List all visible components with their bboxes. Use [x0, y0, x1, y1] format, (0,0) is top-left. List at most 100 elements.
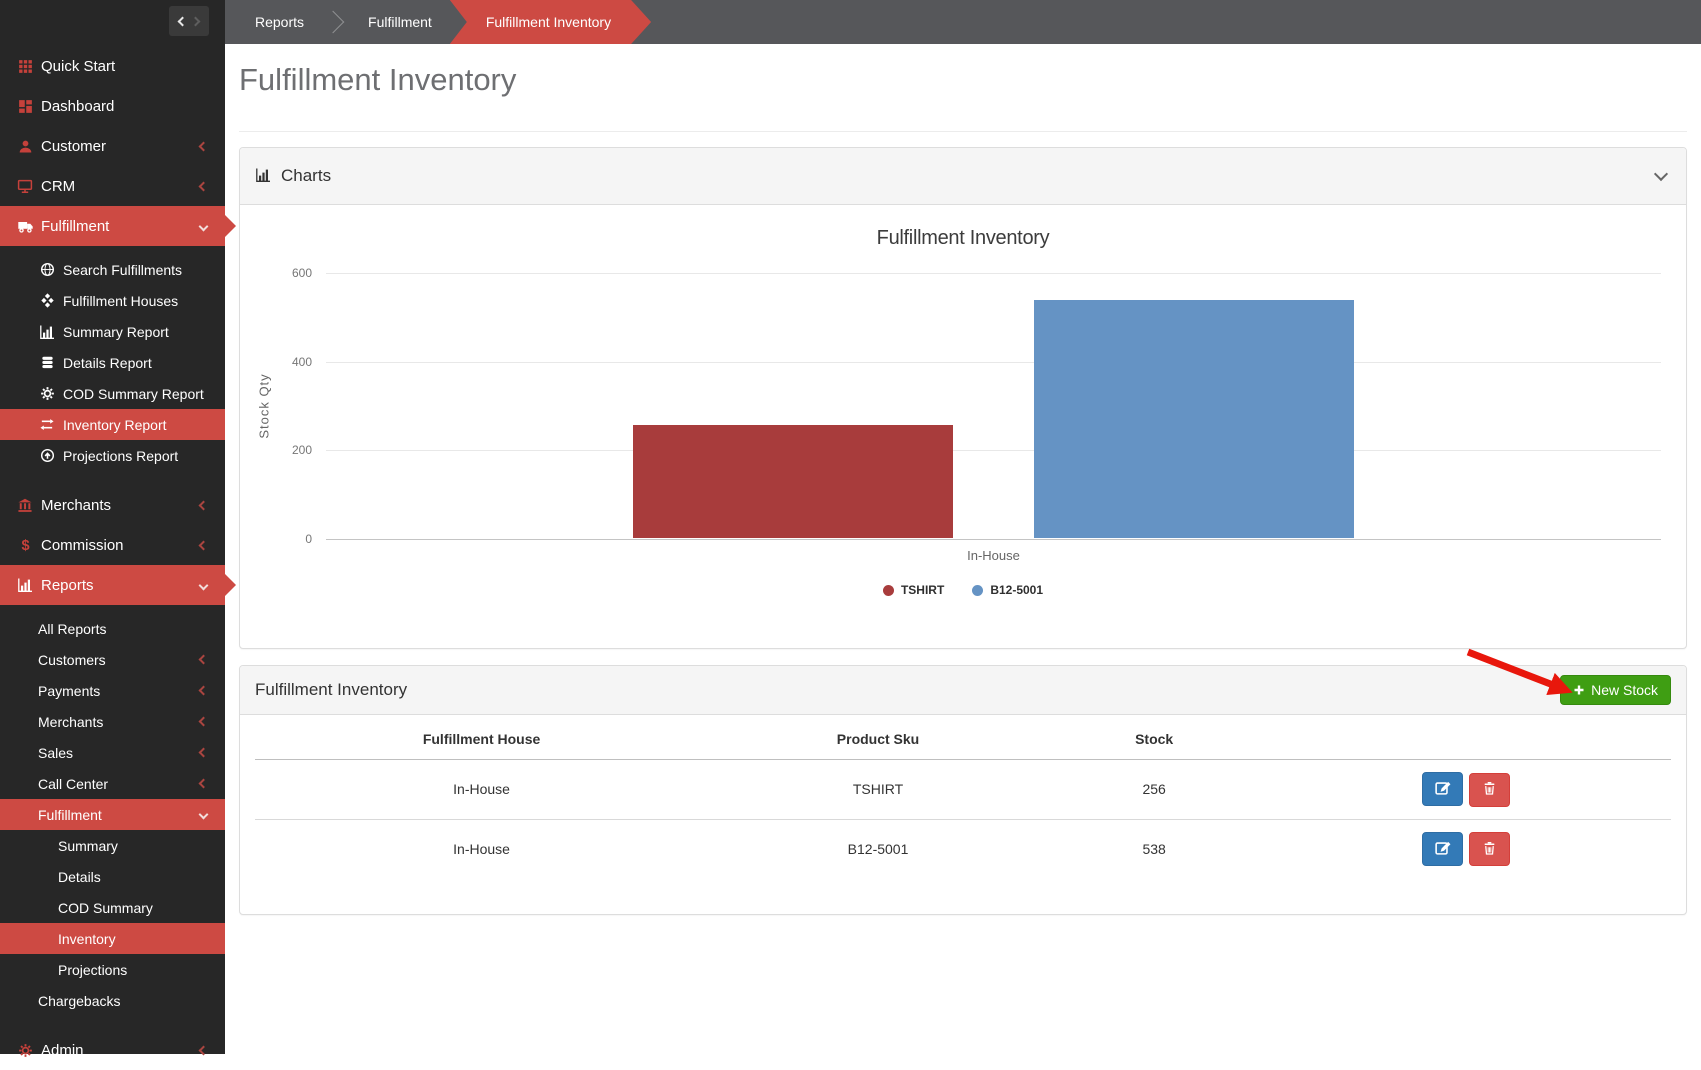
chevron-left-icon [198, 685, 209, 696]
sidebar-item-merchants[interactable]: Merchants [0, 485, 225, 525]
sidebar-item-label: CRM [41, 177, 76, 195]
sidebar-item-projections[interactable]: Projections [0, 954, 225, 985]
bank-icon [16, 497, 34, 513]
table-row: In-House B12-5001 538 [255, 818, 1671, 878]
legend-item-tshirt[interactable]: TSHIRT [882, 583, 945, 597]
chart-legend: TSHIRT B12-5001 [240, 583, 1686, 597]
sidebar-item-search-fulfillments[interactable]: Search Fulfillments [0, 254, 225, 285]
sidebar-item-label: COD Summary Report [63, 385, 204, 402]
sidebar-item-cod-summary-report[interactable]: COD Summary Report [0, 378, 225, 409]
cell-actions [1260, 818, 1671, 878]
sidebar-item-label: Quick Start [41, 57, 116, 75]
sidebar-item-sales[interactable]: Sales [0, 737, 225, 768]
column-header-product-sku: Product Sku [708, 715, 1048, 760]
charts-panel-title: Charts [281, 166, 332, 185]
sidebar-item-cod-summary[interactable]: COD Summary [0, 892, 225, 923]
column-header-actions [1260, 715, 1671, 760]
sidebar-item-inventory-report[interactable]: Inventory Report [0, 409, 225, 440]
sidebar-item-label: Projections [58, 961, 128, 978]
column-header-fulfillment-house: Fulfillment House [255, 715, 709, 760]
edit-button[interactable] [1421, 831, 1463, 866]
sidebar-item-details[interactable]: Details [0, 861, 225, 892]
charts-panel: Charts Fulfillment Inventory Stock Qty I… [239, 147, 1687, 649]
sidebar-item-customers[interactable]: Customers [0, 644, 225, 675]
sidebar-item-payments[interactable]: Payments [0, 675, 225, 706]
delete-button[interactable] [1468, 832, 1510, 866]
plus-icon [1573, 684, 1585, 696]
edit-button[interactable] [1421, 772, 1463, 806]
sidebar-item-details-report[interactable]: Details Report [0, 347, 225, 378]
dollar-icon: $ [16, 537, 34, 553]
chart-gridline [326, 273, 1661, 274]
inventory-panel: Fulfillment Inventory New Stock Fulfillm… [239, 665, 1687, 915]
arrow-circle-up-icon [38, 448, 56, 464]
sidebar-item-all-reports[interactable]: All Reports [0, 613, 225, 644]
sidebar-item-summary-report[interactable]: Summary Report [0, 316, 225, 347]
sidebar-item-admin[interactable]: Admin [0, 1030, 225, 1070]
sidebar-item-label: Details [58, 868, 101, 885]
legend-label: TSHIRT [900, 583, 945, 597]
sidebar-item-chargebacks[interactable]: Chargebacks [0, 985, 225, 1016]
sidebar-item-quick-start[interactable]: Quick Start [0, 46, 225, 86]
bar-chart-icon [38, 324, 56, 340]
legend-item-b12-5001[interactable]: B12-5001 [972, 583, 1043, 597]
chevron-left-icon [198, 747, 209, 758]
chevron-down-icon[interactable] [1653, 166, 1669, 182]
charts-panel-header[interactable]: Charts [240, 148, 1686, 205]
sidebar-item-label: Sales [38, 744, 74, 761]
sidebar-item-summary[interactable]: Summary [0, 830, 225, 861]
breadcrumb-item-fulfillment-inventory[interactable]: Fulfillment Inventory [450, 0, 651, 44]
legend-dot-icon [972, 584, 984, 596]
sidebar-item-inventory[interactable]: Inventory [0, 923, 225, 954]
inventory-panel-title: Fulfillment Inventory [255, 680, 408, 699]
chevron-left-icon [198, 500, 209, 510]
database-icon [38, 355, 56, 371]
cell-stock: 256 [1142, 781, 1166, 798]
chart-gridline [326, 450, 1661, 452]
sidebar-collapse-button[interactable] [169, 6, 209, 36]
dashboard-icon [16, 98, 34, 114]
breadcrumb-item-fulfillment[interactable]: Fulfillment [368, 14, 432, 30]
sidebar-item-fulfillment[interactable]: Fulfillment [0, 799, 225, 830]
delete-button[interactable] [1468, 772, 1510, 807]
chart: Fulfillment Inventory Stock Qty In-House… [240, 205, 1686, 648]
chevron-down-icon [198, 580, 209, 590]
main-content: Fulfillment Inventory Charts Fulfillment… [225, 44, 1701, 1054]
chart-title: Fulfillment Inventory [876, 227, 1050, 249]
sidebar-item-commission[interactable]: $ Commission [0, 525, 225, 565]
sidebar-item-reports[interactable]: Reports [0, 565, 236, 605]
breadcrumb-item-reports[interactable]: Reports [255, 14, 305, 30]
sidebar-item-customer[interactable]: Customer [0, 126, 225, 166]
sidebar-item-call-center[interactable]: Call Center [0, 768, 225, 799]
sidebar-item-label: Fulfillment Houses [63, 292, 179, 309]
edit-icon [1434, 839, 1451, 859]
table-row: In-House TSHIRT 256 [255, 760, 1671, 820]
sidebar-item-crm[interactable]: CRM [0, 166, 225, 206]
sidebar-item-label: Summary [58, 837, 118, 854]
chevron-right-icon [190, 16, 201, 26]
edit-icon [1434, 779, 1451, 799]
sidebar-item-projections-report[interactable]: Projections Report [0, 440, 225, 471]
new-stock-button[interactable]: New Stock [1560, 675, 1671, 705]
legend-dot-icon [882, 584, 894, 596]
chevron-left-icon [198, 654, 209, 665]
breadcrumb-separator-icon [322, 0, 350, 44]
sidebar-item-dashboard[interactable]: Dashboard [0, 86, 225, 126]
gear-icon [38, 386, 56, 402]
chart-bar-b12-5001 [1033, 299, 1354, 538]
sidebar-item-merchants[interactable]: Merchants [0, 706, 225, 737]
chart-y-tick-label: 200 [291, 443, 312, 458]
sidebar-item-fulfillment-houses[interactable]: Fulfillment Houses [0, 285, 225, 316]
cell-fulfillment-house: In-House [453, 781, 510, 798]
chart-y-tick-label: 400 [291, 354, 312, 369]
sidebar-item-fulfillment[interactable]: Fulfillment [0, 206, 236, 246]
legend-label: B12-5001 [990, 583, 1044, 597]
gear-icon [16, 1042, 34, 1058]
sidebar-item-label: Details Report [63, 354, 152, 371]
sidebar-item-label: Customers [38, 651, 106, 668]
chevron-left-icon [177, 16, 188, 26]
grid-icon [16, 58, 34, 74]
chart-y-tick-label: 0 [305, 532, 312, 546]
sidebar-item-label: Admin [41, 1041, 84, 1059]
chart-y-axis-label: Stock Qty [256, 373, 272, 439]
